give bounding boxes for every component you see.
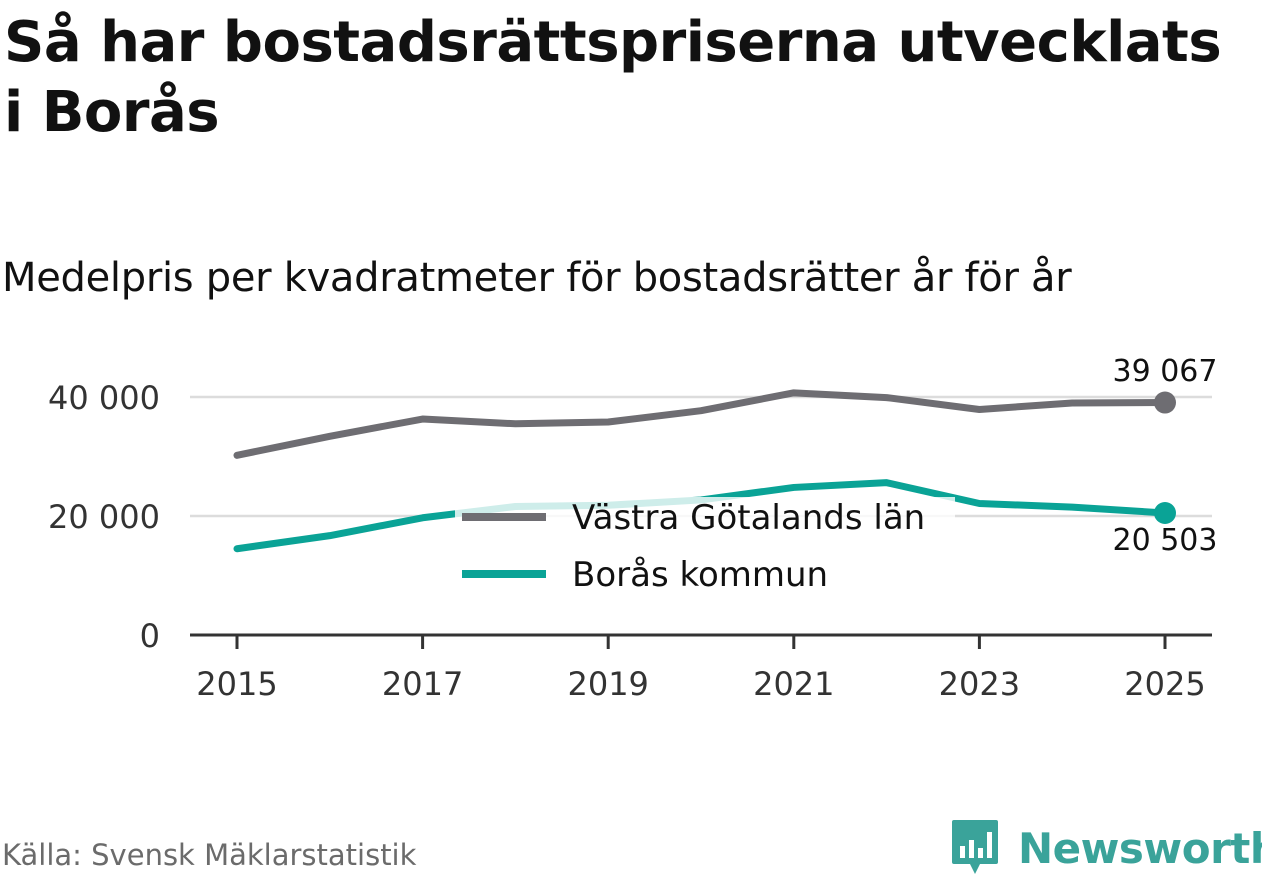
y-tick-label: 0 [140, 617, 160, 655]
chart-subtitle: Medelpris per kvadratmeter för bostadsrä… [2, 255, 1072, 301]
x-tick-label: 2017 [382, 665, 463, 703]
y-tick-label: 40 000 [48, 379, 160, 417]
x-tick-label: 2023 [939, 665, 1020, 703]
chart-title: Så har bostadsrättspriserna utvecklats i… [4, 10, 1222, 145]
x-tick-label: 2019 [567, 665, 648, 703]
series-end-point [1154, 502, 1176, 525]
legend-label: Västra Götalands län [572, 498, 925, 538]
end-value-label: 20 503 [1113, 523, 1218, 558]
source-note: Källa: Svensk Mäklarstatistik [2, 838, 417, 872]
series-end-point [1154, 391, 1176, 414]
brand-name: Newsworthy [1018, 823, 1262, 873]
x-tick-label: 2021 [753, 665, 834, 703]
y-tick-label: 20 000 [48, 498, 160, 536]
legend-label: Borås kommun [572, 555, 828, 595]
x-tick-label: 2015 [196, 665, 277, 703]
end-value-label: 39 067 [1113, 354, 1218, 389]
x-tick-label: 2025 [1124, 665, 1205, 703]
brand-logo: Newsworthy [950, 818, 1262, 878]
series-line-vastra-gotaland [233, 389, 1169, 459]
newsworthy-logo-icon [952, 820, 998, 874]
